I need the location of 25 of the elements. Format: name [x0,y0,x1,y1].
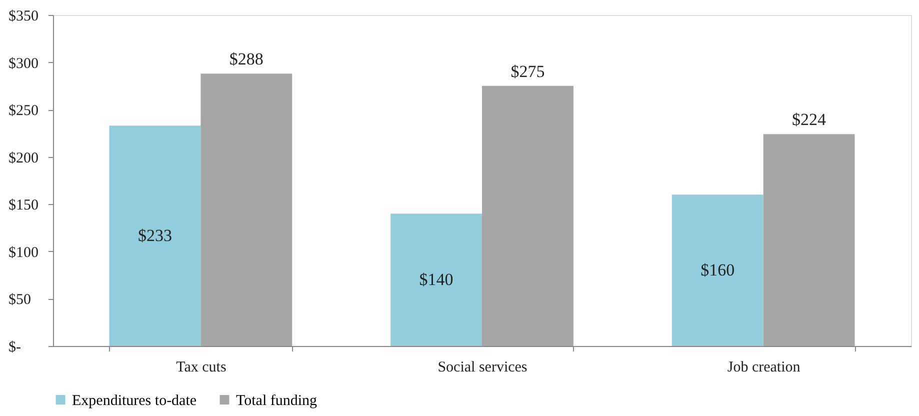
bar [390,214,482,346]
y-tick-label: $200 [8,150,38,166]
y-tick-label: $50 [8,292,31,308]
bar [200,74,292,346]
data-label: $140 [419,270,454,289]
data-label: $233 [138,226,172,245]
x-tick-label: Social services [438,360,528,376]
bar [763,134,855,346]
legend-label: Expenditures to-date [72,392,197,409]
y-tick-label: $150 [8,198,38,214]
y-tick-label: $- [8,340,21,356]
data-label: $275 [510,62,545,81]
y-tick-label: $300 [8,56,38,72]
y-tick-label: $350 [8,8,38,24]
x-tick-label: Job creation [727,360,801,376]
bar [672,194,764,346]
data-label: $160 [700,260,735,280]
bar [109,126,201,346]
data-label: $224 [792,110,827,130]
legend-label: Total funding [236,392,318,409]
y-tick-label: $250 [8,103,38,120]
data-label: $288 [229,50,264,69]
x-tick-label: Tax cuts [176,360,226,376]
bar [482,86,574,346]
y-tick-label: $100 [8,244,38,261]
